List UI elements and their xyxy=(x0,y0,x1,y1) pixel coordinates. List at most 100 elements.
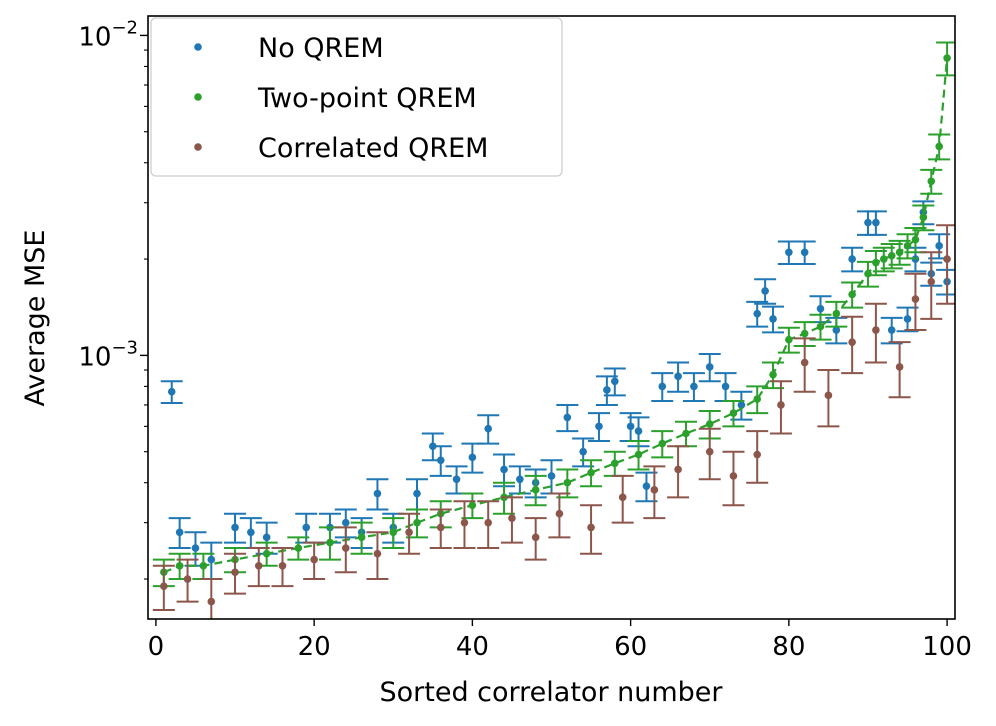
data-point xyxy=(563,478,572,487)
data-point xyxy=(357,533,366,542)
data-point xyxy=(903,242,912,250)
data-point xyxy=(753,450,762,459)
data-point xyxy=(254,561,263,570)
legend-label: Two-point QREM xyxy=(257,83,477,114)
data-point xyxy=(729,409,738,417)
data-point xyxy=(563,413,572,422)
data-point xyxy=(872,258,880,267)
data-point xyxy=(634,450,643,459)
data-point xyxy=(832,309,841,318)
data-point xyxy=(341,544,350,552)
data-point xyxy=(460,518,469,527)
data-point xyxy=(413,518,421,527)
data-point xyxy=(848,290,856,299)
data-point xyxy=(191,544,200,552)
data-point xyxy=(484,518,493,527)
data-point xyxy=(262,549,271,558)
data-point xyxy=(310,555,318,564)
y-axis-label: Average MSE xyxy=(20,230,51,407)
x-axis-ticks: 0 20 40 60 80 100 xyxy=(148,619,972,662)
data-point xyxy=(943,255,951,263)
data-point xyxy=(737,401,746,409)
data-point xyxy=(587,468,595,477)
data-point xyxy=(579,447,587,456)
data-point xyxy=(682,429,690,438)
data-point xyxy=(373,549,382,558)
data-point xyxy=(895,248,904,257)
data-point xyxy=(508,514,516,522)
x-tick-label: 0 xyxy=(148,632,165,662)
data-point xyxy=(911,295,920,303)
data-point xyxy=(610,377,619,386)
data-point xyxy=(341,518,350,527)
data-point xyxy=(484,424,493,433)
data-point xyxy=(872,326,880,334)
data-point xyxy=(618,493,627,502)
data-point xyxy=(705,447,714,456)
data-point xyxy=(175,561,184,570)
data-point xyxy=(769,370,777,379)
data-point xyxy=(832,326,841,334)
x-tick-label: 80 xyxy=(772,632,805,662)
data-point xyxy=(690,382,698,391)
data-point xyxy=(927,177,936,186)
data-point xyxy=(769,315,777,323)
y-axis-ticks: 10−310−2 xyxy=(78,17,148,580)
y-tick-exponent: −2 xyxy=(111,17,138,38)
data-point xyxy=(167,387,176,396)
data-point xyxy=(468,453,477,462)
data-point xyxy=(729,472,738,480)
data-point xyxy=(658,439,667,448)
y-tick-label: 10−3 xyxy=(78,337,138,372)
data-point xyxy=(626,422,635,431)
data-point xyxy=(413,489,421,498)
data-point xyxy=(800,358,809,367)
data-point xyxy=(785,335,793,344)
data-point xyxy=(911,235,920,244)
legend-marker xyxy=(194,143,202,151)
data-point xyxy=(800,248,809,257)
data-point xyxy=(777,401,785,409)
data-point xyxy=(919,213,928,222)
data-point xyxy=(555,509,564,518)
data-point xyxy=(278,561,287,570)
data-point xyxy=(753,395,762,403)
data-point xyxy=(183,575,192,583)
y-tick-base: 10 xyxy=(78,22,111,52)
data-point xyxy=(160,582,168,590)
data-point xyxy=(500,465,508,474)
data-point xyxy=(753,309,762,318)
legend: No QREM Two-point QREM Correlated QREM xyxy=(150,17,563,177)
data-point xyxy=(658,382,667,391)
y-tick-base: 10 xyxy=(78,342,111,372)
data-point xyxy=(247,528,255,537)
data-point xyxy=(650,486,659,494)
plot-frame xyxy=(147,15,956,620)
data-point xyxy=(207,597,216,606)
data-point xyxy=(800,329,809,338)
y-tick-exponent: −3 xyxy=(111,337,138,358)
data-point xyxy=(761,287,769,295)
data-point xyxy=(231,568,239,577)
data-point xyxy=(785,248,793,257)
x-axis-label: Sorted correlator number xyxy=(380,677,724,708)
legend-frame xyxy=(150,17,563,177)
data-point xyxy=(887,251,896,260)
data-point xyxy=(864,218,872,227)
legend-marker xyxy=(194,93,202,101)
x-tick-label: 100 xyxy=(922,632,972,662)
data-point xyxy=(895,363,904,371)
data-point xyxy=(531,486,540,494)
x-tick-label: 20 xyxy=(298,632,331,662)
data-point xyxy=(634,427,643,435)
data-point xyxy=(864,269,872,278)
data-point xyxy=(468,501,477,510)
data-point xyxy=(848,255,856,263)
legend-marker xyxy=(194,43,202,51)
data-point xyxy=(642,482,651,491)
data-point xyxy=(887,326,896,334)
legend-label: Correlated QREM xyxy=(258,133,488,164)
data-point xyxy=(531,533,540,542)
data-point xyxy=(587,523,595,532)
data-point xyxy=(816,304,825,313)
